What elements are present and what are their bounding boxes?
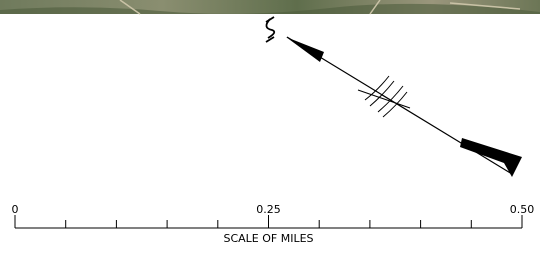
scale-bar	[15, 215, 522, 228]
north-symbol	[266, 17, 274, 42]
map-legend: 0 0.25 0.50 SCALE OF MILES	[0, 0, 540, 254]
page: {"scale_bar": {"labels": ["0", "0.25", "…	[0, 0, 540, 254]
scale-title: SCALE OF MILES	[223, 232, 313, 245]
north-arrow	[266, 17, 522, 177]
scale-label: 0.25	[256, 203, 281, 216]
aerial-image	[0, 0, 540, 14]
scale-label: 0.50	[510, 203, 535, 216]
scale-label: 0	[12, 203, 19, 216]
